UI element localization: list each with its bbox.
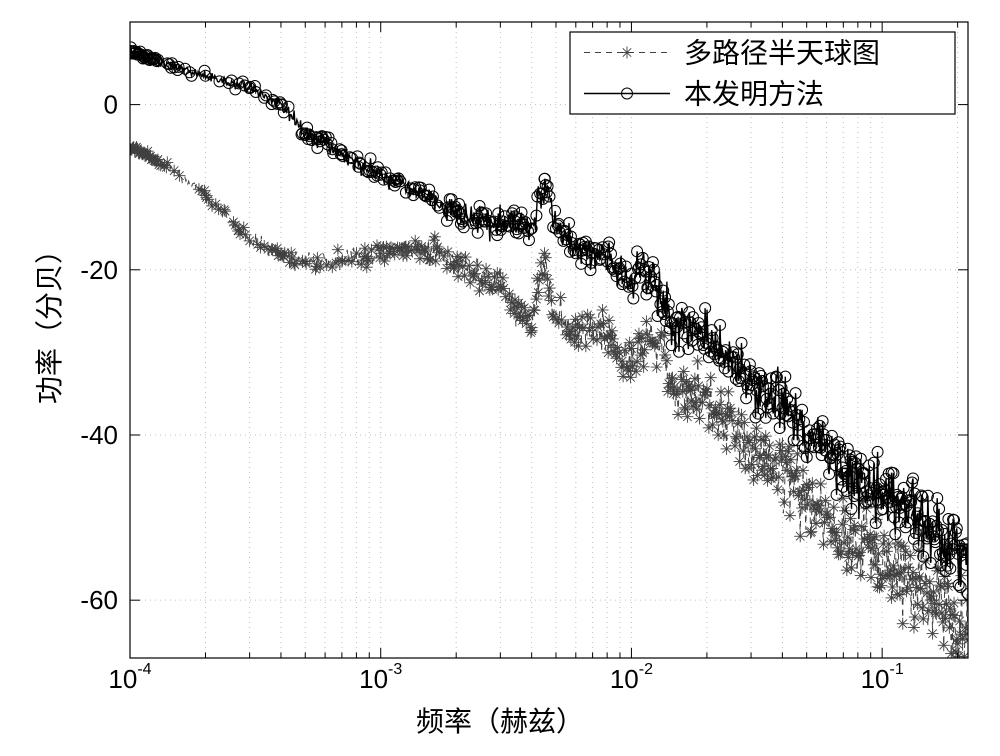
legend: 多路径半天球图本发明方法 — [570, 32, 955, 114]
x-axis-label: 频率（赫兹） — [0, 700, 1000, 740]
svg-text:-60: -60 — [80, 585, 118, 615]
power-spectrum-chart: -60 -40 -20 0 10-4 10-3 10-2 10-1 多路径半天球图本发明方法 频… — [0, 0, 1000, 751]
svg-text:0: 0 — [104, 90, 118, 120]
svg-text:多路径半天球图: 多路径半天球图 — [684, 37, 880, 69]
chart-svg: -60 -40 -20 0 10-4 10-3 10-2 10-1 多路径半天球图本发明方法 — [0, 0, 1000, 751]
svg-text:10-3: 10-3 — [359, 661, 402, 694]
svg-text:10-2: 10-2 — [610, 661, 653, 694]
svg-text:10-1: 10-1 — [861, 661, 904, 694]
svg-text:-20: -20 — [80, 255, 118, 285]
svg-text:-40: -40 — [80, 420, 118, 450]
y-axis-label: 功率（分贝） — [28, 236, 68, 404]
svg-text:10-4: 10-4 — [108, 661, 151, 694]
svg-text:本发明方法: 本发明方法 — [684, 78, 824, 110]
